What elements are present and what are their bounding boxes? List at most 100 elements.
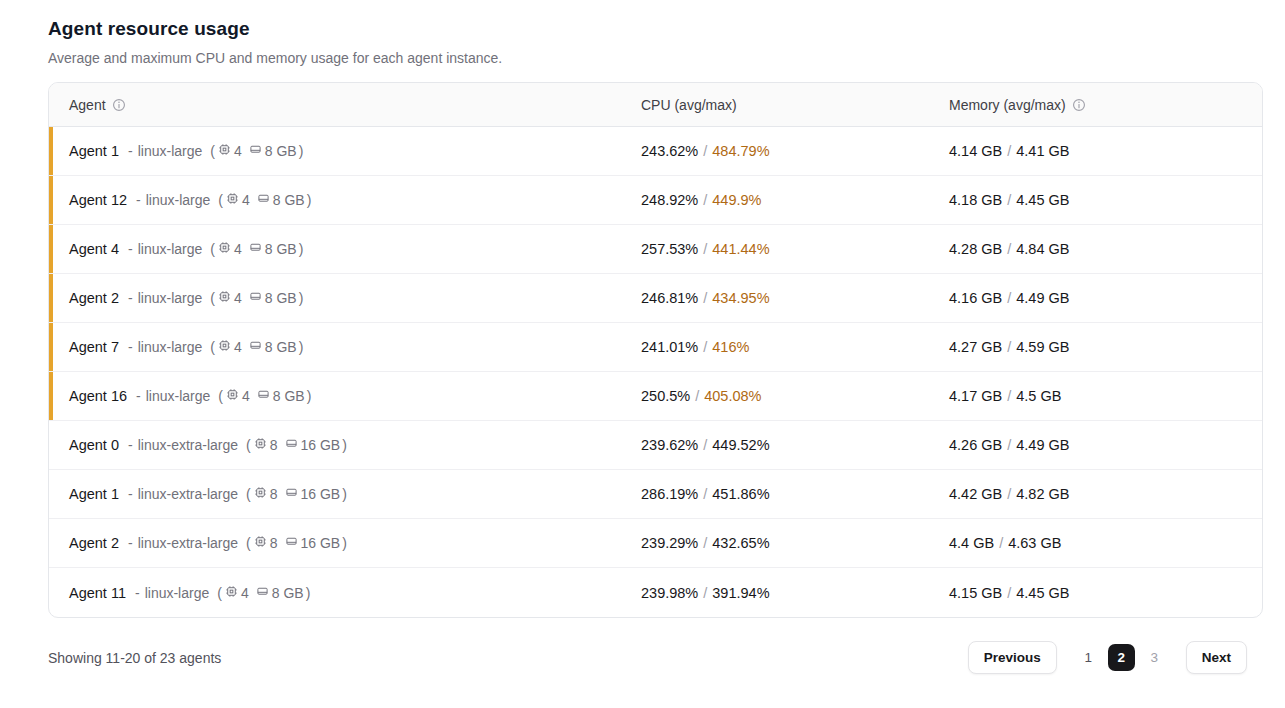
agent-ram-amount: 8 GB bbox=[273, 388, 305, 404]
cpu-max: 451.86% bbox=[712, 486, 769, 502]
memory-max: 4.41 GB bbox=[1016, 143, 1069, 159]
memory-max: 4.82 GB bbox=[1016, 486, 1069, 502]
cpu-max: 449.9% bbox=[712, 192, 761, 208]
dash: - bbox=[135, 585, 140, 601]
cpu-icon bbox=[217, 290, 232, 306]
slash-separator: / bbox=[1007, 143, 1011, 159]
memory-icon bbox=[248, 290, 263, 306]
table-row: Agent 4 - linux-large ( 4 8 GB) 257.53% bbox=[49, 225, 1262, 274]
slash-separator: / bbox=[703, 241, 707, 257]
agent-cpu-count: 4 bbox=[234, 290, 242, 306]
dash: - bbox=[128, 241, 133, 257]
cpu-avg: 248.92% bbox=[641, 192, 698, 208]
memory-usage-cell: 4.14 GB / 4.41 GB bbox=[949, 143, 1262, 159]
cpu-avg: 243.62% bbox=[641, 143, 698, 159]
info-icon[interactable] bbox=[1072, 98, 1086, 112]
agent-spec: ( 8 16 GB) bbox=[246, 486, 347, 502]
cpu-max: 391.94% bbox=[712, 585, 769, 601]
agent-ram-amount: 8 GB bbox=[265, 143, 297, 159]
slash-separator: / bbox=[695, 388, 699, 404]
memory-usage-cell: 4.15 GB / 4.45 GB bbox=[949, 585, 1262, 601]
agent-cpu-count: 4 bbox=[242, 388, 250, 404]
agent-ram-amount: 8 GB bbox=[273, 192, 305, 208]
agent-instance-type: linux-extra-large bbox=[138, 535, 238, 551]
open-paren: ( bbox=[217, 585, 222, 601]
agent-instance-type: linux-large bbox=[138, 339, 203, 355]
memory-max: 4.63 GB bbox=[1008, 535, 1061, 551]
dash: - bbox=[136, 388, 141, 404]
agent-name: Agent 12 bbox=[69, 192, 127, 208]
cpu-avg: 239.98% bbox=[641, 585, 698, 601]
agent-cell: Agent 4 - linux-large ( 4 8 GB) bbox=[49, 241, 641, 257]
slash-separator: / bbox=[1007, 388, 1011, 404]
close-paren: ) bbox=[307, 388, 312, 404]
cpu-icon bbox=[225, 192, 240, 208]
memory-icon bbox=[284, 486, 299, 502]
slash-separator: / bbox=[703, 585, 707, 601]
cpu-avg: 246.81% bbox=[641, 290, 698, 306]
results-summary: Showing 11-20 of 23 agents bbox=[48, 650, 221, 666]
page-button-2[interactable]: 2 bbox=[1108, 644, 1135, 671]
memory-usage-cell: 4.17 GB / 4.5 GB bbox=[949, 388, 1262, 404]
slash-separator: / bbox=[703, 339, 707, 355]
close-paren: ) bbox=[299, 339, 304, 355]
slash-separator: / bbox=[703, 486, 707, 502]
slash-separator: / bbox=[703, 535, 707, 551]
memory-avg: 4.27 GB bbox=[949, 339, 1002, 355]
open-paren: ( bbox=[210, 290, 215, 306]
agent-spec: ( 4 8 GB) bbox=[218, 388, 311, 404]
close-paren: ) bbox=[307, 192, 312, 208]
table-row: Agent 16 - linux-large ( 4 8 GB) 250.5% bbox=[49, 372, 1262, 421]
agent-cell: Agent 12 - linux-large ( 4 8 GB) bbox=[49, 192, 641, 208]
table-row: Agent 2 - linux-large ( 4 8 GB) 246.81% bbox=[49, 274, 1262, 323]
agent-cell: Agent 2 - linux-extra-large ( 8 16 GB) bbox=[49, 535, 641, 551]
memory-usage-cell: 4.18 GB / 4.45 GB bbox=[949, 192, 1262, 208]
memory-avg: 4.17 GB bbox=[949, 388, 1002, 404]
agent-name: Agent 2 bbox=[69, 290, 119, 306]
dash: - bbox=[128, 143, 133, 159]
previous-button[interactable]: Previous bbox=[968, 641, 1057, 674]
open-paren: ( bbox=[218, 192, 223, 208]
cpu-max: 484.79% bbox=[712, 143, 769, 159]
agent-ram-amount: 16 GB bbox=[301, 437, 341, 453]
next-button[interactable]: Next bbox=[1186, 641, 1247, 674]
cpu-icon bbox=[253, 486, 268, 502]
row-warning-accent bbox=[49, 372, 53, 420]
cpu-icon bbox=[217, 241, 232, 257]
memory-icon bbox=[284, 535, 299, 551]
agent-cpu-count: 4 bbox=[234, 339, 242, 355]
cpu-usage-cell: 286.19% / 451.86% bbox=[641, 486, 949, 502]
dash: - bbox=[128, 290, 133, 306]
column-header-memory-label: Memory (avg/max) bbox=[949, 97, 1066, 113]
cpu-avg: 241.01% bbox=[641, 339, 698, 355]
agent-instance-type: linux-large bbox=[145, 585, 210, 601]
memory-avg: 4.26 GB bbox=[949, 437, 1002, 453]
dash: - bbox=[128, 339, 133, 355]
agent-spec: ( 4 8 GB) bbox=[210, 339, 303, 355]
page-button-3[interactable]: 3 bbox=[1141, 644, 1168, 671]
agent-ram-amount: 8 GB bbox=[265, 241, 297, 257]
pagination: Previous 123 Next bbox=[968, 641, 1247, 674]
cpu-max: 434.95% bbox=[712, 290, 769, 306]
agent-usage-table: Agent CPU (avg/max) Memory (avg/max) bbox=[48, 82, 1263, 618]
slash-separator: / bbox=[1007, 339, 1011, 355]
cpu-avg: 250.5% bbox=[641, 388, 690, 404]
column-header-cpu-label: CPU (avg/max) bbox=[641, 97, 737, 113]
slash-separator: / bbox=[1007, 192, 1011, 208]
memory-max: 4.59 GB bbox=[1016, 339, 1069, 355]
info-icon[interactable] bbox=[112, 98, 126, 112]
agent-name: Agent 2 bbox=[69, 535, 119, 551]
cpu-icon bbox=[224, 585, 239, 601]
memory-avg: 4.18 GB bbox=[949, 192, 1002, 208]
open-paren: ( bbox=[246, 437, 251, 453]
page-button-1[interactable]: 1 bbox=[1075, 644, 1102, 671]
cpu-usage-cell: 239.29% / 432.65% bbox=[641, 535, 949, 551]
cpu-avg: 257.53% bbox=[641, 241, 698, 257]
memory-avg: 4.16 GB bbox=[949, 290, 1002, 306]
cpu-avg: 286.19% bbox=[641, 486, 698, 502]
close-paren: ) bbox=[306, 585, 311, 601]
cpu-icon bbox=[217, 143, 232, 159]
agent-cpu-count: 8 bbox=[270, 486, 278, 502]
agent-cpu-count: 4 bbox=[242, 192, 250, 208]
cpu-usage-cell: 250.5% / 405.08% bbox=[641, 388, 949, 404]
